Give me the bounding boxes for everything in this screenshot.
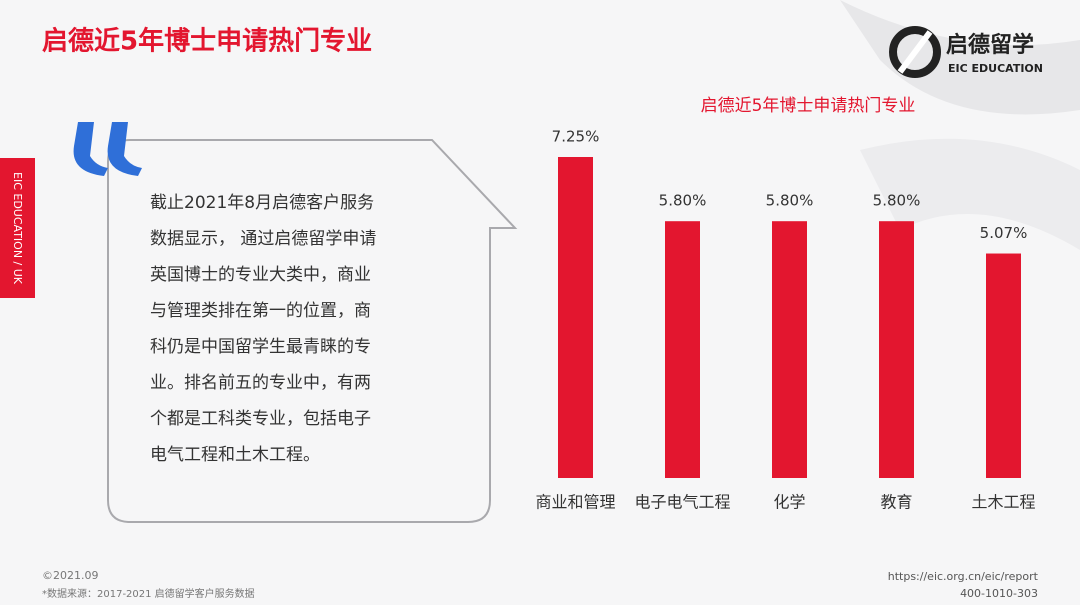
quote-line: 个都是工科类专业，包括电子 xyxy=(150,409,371,429)
footer-url: https://eic.org.cn/eic/report xyxy=(888,570,1039,583)
decor-arc xyxy=(840,0,1080,115)
value-label: 7.25% xyxy=(552,128,600,146)
logo-icon xyxy=(889,26,941,78)
logo-sub: EIC EDUCATION xyxy=(948,62,1043,75)
value-label: 5.80% xyxy=(766,192,814,210)
x-tick-label: 电子电气工程 xyxy=(634,493,730,512)
footer-date: ©2021.09 xyxy=(42,569,99,582)
bar xyxy=(986,253,1021,478)
logo-name: 启德留学 xyxy=(946,32,1034,58)
bar xyxy=(665,221,700,478)
x-tick-label: 土木工程 xyxy=(971,493,1035,512)
quote-line: 英国博士的专业大类中，商业 xyxy=(150,265,371,285)
quote-line: 电气工程和土木工程。 xyxy=(150,445,320,465)
quote-line: 业。排名前五的专业中，有两 xyxy=(150,373,371,393)
value-label: 5.80% xyxy=(659,192,707,210)
x-tick-label: 商业和管理 xyxy=(535,493,615,512)
quote-line: 与管理类排在第一的位置，商 xyxy=(150,301,371,321)
chart-title: 启德近5年博士申请热门专业 xyxy=(701,96,916,116)
quote-line: 截止2021年8月启德客户服务 xyxy=(150,193,374,213)
side-label: EIC EDUCATION / UK xyxy=(11,172,24,285)
bar xyxy=(558,157,593,478)
quote-mark xyxy=(73,122,108,176)
bar xyxy=(772,221,807,478)
bar xyxy=(879,221,914,478)
x-tick-label: 教育 xyxy=(880,493,912,512)
footer-source: *数据来源：2017-2021 启德留学客户服务数据 xyxy=(42,587,255,600)
value-label: 5.80% xyxy=(873,192,921,210)
side-tab xyxy=(0,158,35,298)
quote-mark xyxy=(107,122,142,176)
slide-title: 启德近5年博士申请热门专业 xyxy=(42,26,372,57)
logo-icon xyxy=(897,30,933,74)
decor-arc xyxy=(860,138,1080,250)
quote-line: 科仍是中国留学生最青睐的专 xyxy=(150,337,371,357)
footer-phone: 400-1010-303 xyxy=(960,587,1038,600)
chart: 7.25% 商业和管理 5.80% 电子电气工程 5.80% 化学 5.80% 教育 5.07%… xyxy=(535,128,1035,512)
logo: 启德留学 EIC EDUCATION xyxy=(889,26,1043,78)
quote-line: 数据显示， 通过启德留学申请 xyxy=(150,229,376,249)
value-label: 5.07% xyxy=(980,224,1028,242)
x-tick-label: 化学 xyxy=(773,493,805,512)
